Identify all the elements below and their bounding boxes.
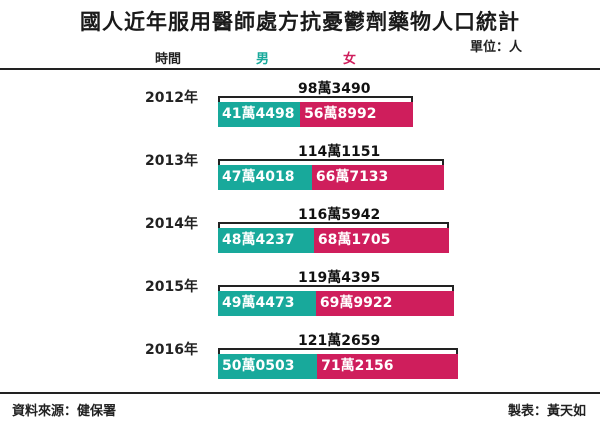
total-label: 116萬5942: [298, 207, 381, 223]
total-label: 119萬4395: [298, 270, 381, 286]
total-bracket: [218, 159, 444, 169]
female-bar-segment: 69萬9922: [315, 291, 455, 316]
header-male: 男: [256, 52, 270, 67]
year-label: 2014年: [145, 216, 198, 232]
male-bar-segment: 50萬0503: [218, 354, 318, 379]
stacked-bar: 41萬4498 56萬8992: [218, 102, 413, 127]
female-bar-segment: 68萬1705: [313, 228, 449, 253]
total-bracket: [218, 222, 449, 232]
stacked-bar: 50萬0503 71萬2156: [218, 354, 459, 379]
total-bracket: [218, 96, 413, 106]
total-label: 121萬2659: [298, 333, 381, 349]
footer: 資料來源：健保署 製表：黃天如: [0, 392, 600, 422]
total-label: 114萬1151: [298, 144, 381, 160]
male-bar-segment: 48萬4237: [218, 228, 314, 253]
header-time: 時間: [155, 52, 182, 67]
male-bar-segment: 41萬4498: [218, 102, 301, 127]
credit-label: 製表：黃天如: [507, 404, 586, 419]
stacked-bar: 48萬4237 68萬1705: [218, 228, 449, 253]
column-header: 時間 男 女: [0, 46, 600, 70]
unit-label: 單位：人: [470, 40, 523, 55]
chart-title: 國人近年服用醫師處方抗憂鬱劑藥物人口統計: [80, 10, 520, 34]
male-bar-segment: 47萬4018: [218, 165, 312, 190]
female-bar-segment: 66萬7133: [311, 165, 444, 190]
year-label: 2012年: [145, 90, 198, 106]
total-bracket: [218, 348, 459, 358]
year-label: 2013年: [145, 153, 198, 169]
header-female: 女: [343, 52, 357, 67]
stacked-bar: 49萬4473 69萬9922: [218, 291, 455, 316]
female-bar-segment: 56萬8992: [300, 102, 413, 127]
stacked-bar: 47萬4018 66萬7133: [218, 165, 444, 190]
year-label: 2016年: [145, 342, 198, 358]
male-bar-segment: 49萬4473: [218, 291, 316, 316]
year-label: 2015年: [145, 279, 198, 295]
female-bar-segment: 71萬2156: [317, 354, 459, 379]
total-bracket: [218, 285, 455, 295]
source-label: 資料來源：健保署: [12, 404, 117, 419]
total-label: 98萬3490: [298, 81, 371, 97]
